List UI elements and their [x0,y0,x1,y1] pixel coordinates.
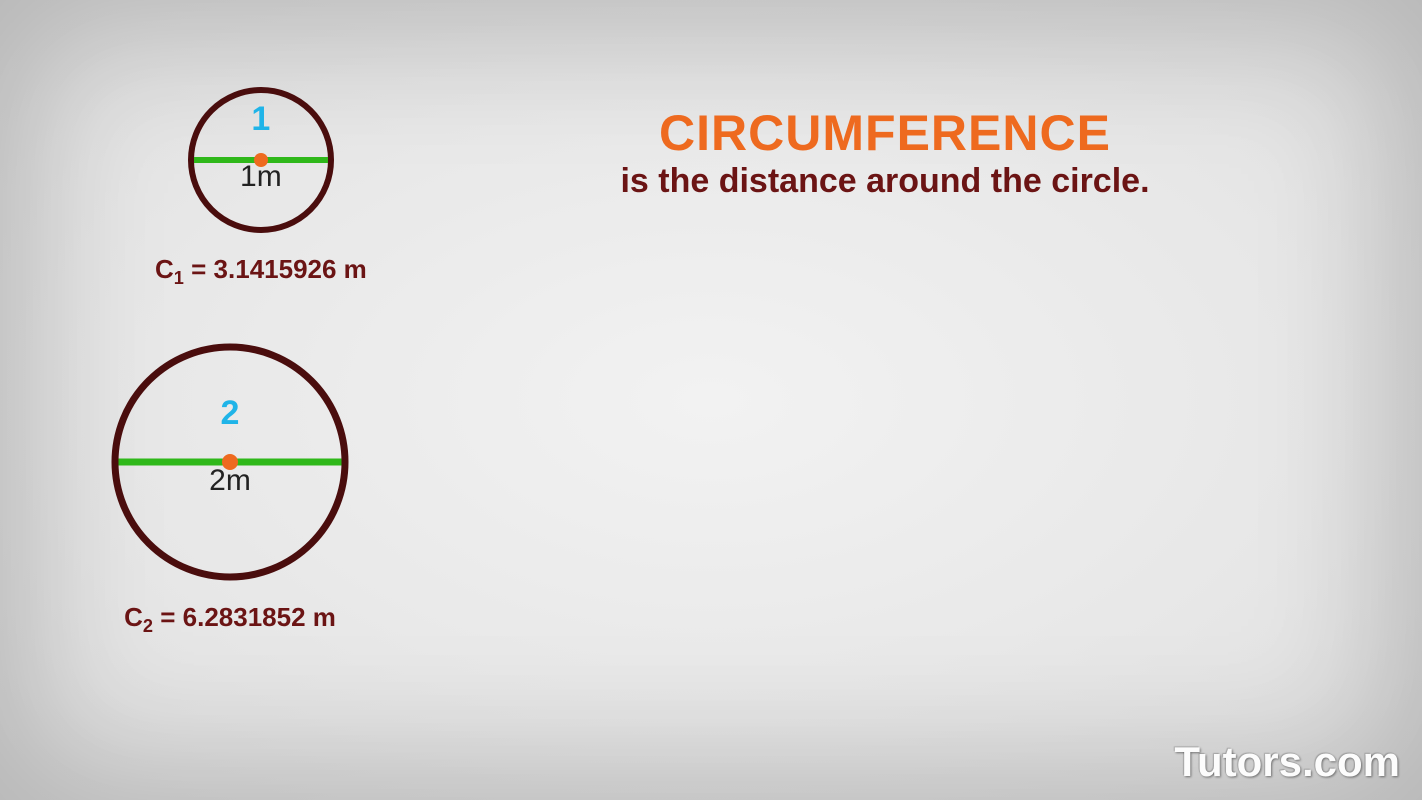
circle-2-wrap: 2 2m [108,340,352,584]
watermark: Tutors.com [1174,738,1400,786]
circle-2-svg [108,340,352,584]
circle-1-diameter-label: 1m [240,160,282,194]
c-prefix: C [155,254,174,284]
circle-1-circumference: C1 = 3.1415926 m [155,254,367,289]
c-value: 3.1415926 m [214,254,367,284]
title-sub: is the distance around the circle. [510,162,1260,201]
c-value: 6.2831852 m [183,602,336,632]
circle-2-diameter-label: 2m [209,464,251,498]
c-sub: 2 [143,616,153,636]
c-sub: 1 [174,268,184,288]
circle-diagram-1: 1 1m C1 = 3.1415926 m [155,84,367,289]
circle-2-number: 2 [221,394,240,433]
circle-1-wrap: 1 1m [185,84,337,236]
c-prefix: C [124,602,143,632]
title-block: CIRCUMFERENCE is the distance around the… [510,104,1260,201]
circle-1-number: 1 [251,100,270,139]
title-main: CIRCUMFERENCE [510,104,1260,162]
circle-2-circumference: C2 = 6.2831852 m [124,602,336,637]
circle-diagram-2: 2 2m C2 = 6.2831852 m [108,340,352,637]
